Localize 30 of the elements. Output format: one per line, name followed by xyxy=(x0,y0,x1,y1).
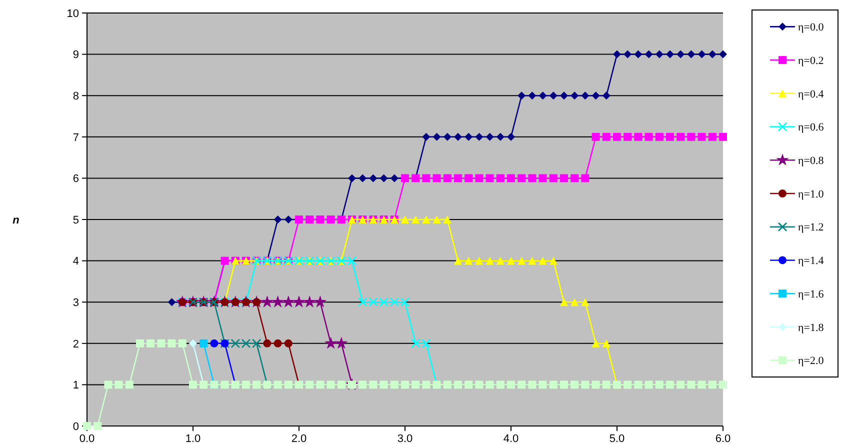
x-tick-label: 5.0 xyxy=(609,433,625,445)
legend-label: η=0.4 xyxy=(798,88,824,100)
legend-label: η=0.8 xyxy=(798,154,824,167)
y-tick-label: 1 xyxy=(72,380,79,392)
legend-label: η=1.8 xyxy=(798,322,824,334)
y-tick-label: 6 xyxy=(72,173,79,186)
legend-label: η=1.2 xyxy=(798,222,824,234)
legend-label: η=0.2 xyxy=(798,54,824,67)
x-tick-label: 6.0 xyxy=(715,433,731,445)
y-tick-label: 9 xyxy=(72,49,79,62)
legend-label: η=0.0 xyxy=(798,22,824,34)
y-axis-title: n xyxy=(12,214,20,226)
y-tick-label: 0 xyxy=(72,420,79,433)
x-tick-label: 2.0 xyxy=(291,433,307,445)
y-tick-label: 8 xyxy=(72,90,79,102)
legend-label: η=2.0 xyxy=(798,355,824,368)
x-tick-label: 1.0 xyxy=(185,433,201,445)
legend-label: η=1.6 xyxy=(798,288,824,300)
y-tick-label: 3 xyxy=(72,296,79,309)
y-tick-label: 5 xyxy=(72,214,79,226)
legend-label: η=1.4 xyxy=(798,255,824,268)
y-tick-label: 7 xyxy=(72,132,79,144)
y-tick-label: 2 xyxy=(72,338,79,350)
y-tick-label: 4 xyxy=(72,256,79,268)
legend-label: η=0.6 xyxy=(798,122,824,134)
x-tick-label: 3.0 xyxy=(397,433,413,445)
legend-label: η=1.0 xyxy=(798,188,824,200)
x-tick-label: 4.0 xyxy=(503,433,519,445)
x-tick-label: 0.0 xyxy=(79,433,95,445)
y-tick-label: 10 xyxy=(66,8,79,20)
